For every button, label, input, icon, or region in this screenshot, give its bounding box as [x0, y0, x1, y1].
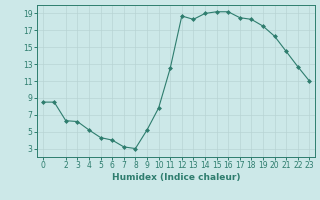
X-axis label: Humidex (Indice chaleur): Humidex (Indice chaleur) — [112, 173, 240, 182]
